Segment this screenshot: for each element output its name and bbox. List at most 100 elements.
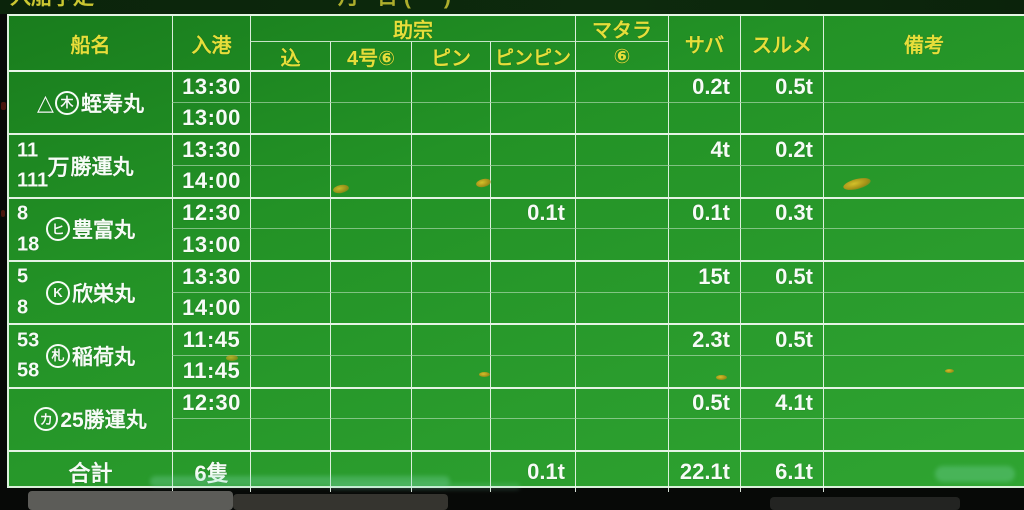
ship-name-text: 勝運丸 (70, 155, 134, 179)
ship-number-bottom: 8 (17, 296, 29, 319)
arrival-time: 13:30 (172, 261, 250, 293)
saba-value: 15t (668, 261, 740, 293)
arrival-time: 11:45 (172, 325, 250, 356)
pin-value (411, 388, 490, 420)
madara-value (575, 229, 668, 260)
total-4go (330, 452, 411, 492)
saba-value: 4t (668, 135, 740, 166)
col-header-saba: サバ (668, 16, 740, 70)
saba-value (668, 229, 740, 260)
remarks-value (823, 165, 1024, 197)
remarks-value (823, 135, 1024, 166)
arrival-time: 13:30 (172, 72, 250, 103)
ship-name-text: 豊富丸 (72, 219, 135, 243)
komi-value (250, 355, 330, 387)
4go-value (330, 261, 411, 293)
company-mark: △ (37, 89, 54, 115)
remarks-value (823, 102, 1024, 134)
ship-row-group: 8 18 ヒ豊富丸 12:30 13:00 0.1t 0.1t 0.3t (9, 198, 1024, 262)
arrival-time: 13:30 (172, 135, 250, 166)
background-object (28, 491, 233, 510)
saba-value: 0.1t (668, 198, 740, 230)
madara-value (575, 325, 668, 356)
screen-title-fragment: 入船予定 (10, 0, 94, 8)
col-header-4go: 4号⑥ (330, 42, 411, 70)
total-pin (411, 452, 490, 492)
ship-number-bottom: 58 (17, 359, 40, 382)
pin-value (411, 165, 490, 197)
company-circle-mark: 札 (46, 343, 70, 368)
pinpin-value (490, 165, 575, 197)
ship-name-text: 蛭寿丸 (80, 92, 144, 116)
total-ship-count: 6隻 (172, 452, 250, 492)
4go-value (330, 355, 411, 387)
ship-name-cell: 8 18 ヒ豊富丸 (9, 199, 172, 260)
komi-value (250, 292, 330, 324)
surume-value (740, 292, 823, 324)
arrival-time: 14:00 (172, 292, 250, 324)
saba-value (668, 165, 740, 197)
ship-row-group: カ 25勝運丸 12:30 0.5t 4.1t (9, 388, 1024, 452)
company-mark: 万 (47, 154, 70, 180)
pin-value (411, 355, 490, 387)
komi-value (250, 229, 330, 260)
ship-name: K 欣栄丸 (46, 278, 135, 308)
col-header-pin: ピン (411, 42, 490, 70)
pinpin-value (490, 292, 575, 324)
company-circle-mark: カ (34, 407, 59, 432)
surume-value (740, 229, 823, 260)
col-header-surume: スルメ (740, 16, 823, 70)
total-madara (575, 452, 668, 492)
ship-name: ヒ豊富丸 (46, 214, 135, 244)
surume-value: 4.1t (740, 388, 823, 420)
pin-value (411, 198, 490, 230)
madara-value (575, 355, 668, 387)
madara-value (575, 135, 668, 166)
saba-value (668, 102, 740, 134)
ship-row-group: 53 58 札稲荷丸 11:45 11:45 2.3t 0.5t (9, 325, 1024, 389)
surume-value: 0.5t (740, 72, 823, 103)
madara-value (575, 72, 668, 103)
ship-row-group: 11 111 万勝運丸 13:30 14:00 4t 0.2t (9, 135, 1024, 199)
col-header-madara-6: ⑥ (575, 42, 668, 70)
ship-name: 万勝運丸 (47, 150, 133, 182)
pinpin-value (490, 355, 575, 387)
pinpin-value (490, 325, 575, 356)
surume-value (740, 419, 823, 450)
komi-value (250, 72, 330, 103)
col-group-sukeso: 助宗 (250, 16, 575, 42)
screen-top-strip: 入船予定 月 日( ) (0, 0, 1024, 14)
komi-value (250, 198, 330, 230)
ship-name-cell: 53 58 札稲荷丸 (9, 325, 172, 386)
ship-name: 札稲荷丸 (46, 341, 135, 371)
arrival-time: 12:30 (172, 388, 250, 420)
4go-value (330, 325, 411, 356)
ship-number-top: 8 (17, 202, 29, 225)
ship-name-cell: 11 111 万勝運丸 (9, 135, 172, 196)
col-header-madara: マタラ (575, 16, 668, 42)
pinpin-value (490, 102, 575, 134)
col-header-remarks: 備考 (823, 16, 1024, 70)
ship-number-top: 5 (17, 265, 29, 288)
saba-value: 0.2t (668, 72, 740, 103)
ship-number-top: 53 (17, 329, 40, 352)
komi-value (250, 261, 330, 293)
surume-value: 0.5t (740, 261, 823, 293)
surume-value: 0.2t (740, 135, 823, 166)
pin-value (411, 325, 490, 356)
background-object (233, 494, 448, 510)
4go-value (330, 165, 411, 197)
ship-number-bottom: 111 (17, 169, 49, 192)
komi-value (250, 135, 330, 166)
total-remarks (823, 452, 1024, 492)
madara-value (575, 165, 668, 197)
4go-value (330, 135, 411, 166)
ship-number-bottom: 18 (17, 233, 40, 256)
ship-name-cell: 5 8 K 欣栄丸 (9, 262, 172, 323)
4go-value (330, 419, 411, 450)
arrival-time: 14:00 (172, 165, 250, 197)
ship-number-top: 11 (17, 139, 39, 162)
remarks-value (823, 388, 1024, 420)
arrival-time: 11:45 (172, 355, 250, 387)
